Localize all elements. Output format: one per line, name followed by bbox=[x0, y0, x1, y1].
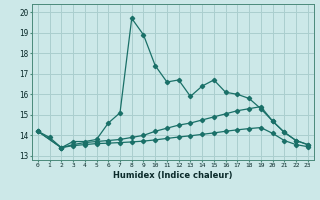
X-axis label: Humidex (Indice chaleur): Humidex (Indice chaleur) bbox=[113, 171, 233, 180]
